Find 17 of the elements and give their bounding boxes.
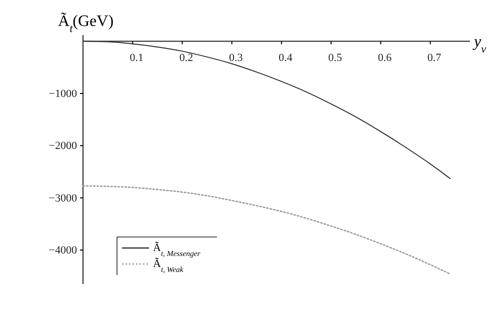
x-axis-title: y$_{ν}$: [472, 33, 486, 56]
x-tick-label: 0.3: [228, 52, 244, 64]
y-tick-label: −2000: [48, 140, 78, 152]
y-axis-title: Ã$_{t}$(GeV): [58, 12, 114, 35]
x-tick-label: 0.2: [179, 52, 194, 64]
x-tick-label: 0.7: [427, 52, 442, 64]
line-series: [82, 185, 451, 275]
y-tick-label: −1000: [48, 88, 78, 100]
x-tick-label: 0.1: [130, 52, 144, 64]
y-tick-label: −3000: [48, 192, 78, 204]
legend-label: Ã$_{t, Messenger}$: [153, 241, 202, 258]
x-tick-label: 0.6: [378, 52, 392, 64]
x-tick-label: 0.5: [328, 52, 342, 64]
line-series: [82, 40, 451, 180]
x-tick-label: 0.4: [278, 52, 293, 64]
legend-label: Ã$_{t, Weak}$: [153, 257, 184, 274]
y-tick-label: −4000: [48, 244, 78, 257]
